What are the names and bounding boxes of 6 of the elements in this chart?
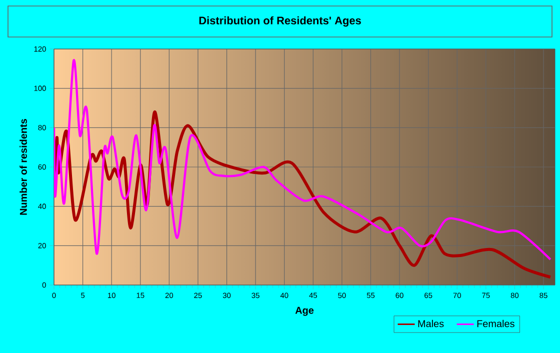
chart-title: Distribution of Residents' Ages <box>199 16 361 27</box>
legend-label: Males <box>418 320 444 328</box>
line-series <box>54 60 552 261</box>
y-axis-title: Number of residents <box>20 118 27 215</box>
legend-label: Females <box>477 320 514 328</box>
x-axis-title: Age <box>295 306 314 316</box>
